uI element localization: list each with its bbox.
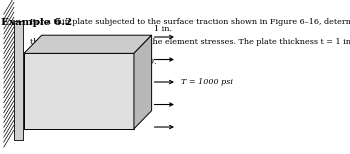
- Text: E = 30 × 10⁶ psi, and v = 0.30.: E = 30 × 10⁶ psi, and v = 0.30.: [30, 58, 157, 66]
- Bar: [24, 53, 134, 129]
- Text: 10 in.: 10 in.: [28, 115, 51, 123]
- Text: 20 in.: 20 in.: [68, 80, 90, 88]
- Text: For a thin plate subjected to the surface traction shown in Figure 6–16, determi: For a thin plate subjected to the surfac…: [30, 18, 350, 26]
- Polygon shape: [24, 35, 152, 53]
- Text: the nodal displacements and the element stresses. The plate thickness t = 1 in.,: the nodal displacements and the element …: [30, 38, 350, 46]
- Text: 1 in.: 1 in.: [154, 24, 173, 32]
- Text: Example 6.2: Example 6.2: [1, 18, 72, 27]
- Polygon shape: [134, 35, 152, 129]
- Bar: [14, 21, 23, 140]
- Text: T = 1000 psi: T = 1000 psi: [181, 78, 232, 86]
